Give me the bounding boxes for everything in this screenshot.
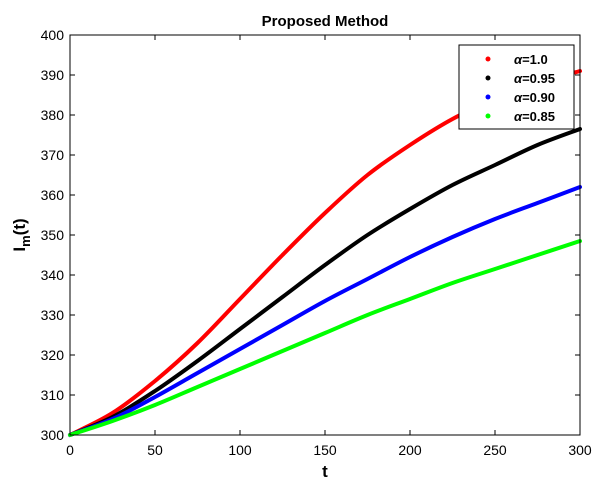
y-axis-label-main: I [10,247,29,252]
y-tick-label: 390 [41,67,65,83]
x-axis: 0 50 100 150 200 250 300 [66,35,592,458]
legend: α=1.0α=0.95α=0.90α=0.85 [458,44,575,130]
legend-value: =1.0 [522,52,548,67]
legend-symbol: α [514,52,523,67]
x-tick-label: 0 [66,442,74,458]
series-line-1 [68,127,582,437]
y-tick-label: 380 [41,107,65,123]
x-axis-label: t [322,462,328,481]
y-tick-label: 350 [41,227,65,243]
y-tick-label: 320 [41,347,65,363]
y-tick-label: 360 [41,187,65,203]
legend-symbol: α [514,71,523,86]
y-axis-label: Im(t) [10,218,33,251]
legend-marker-0 [485,56,491,62]
legend-value: =0.95 [522,71,555,86]
legend-label-1: α=0.95 [514,71,555,86]
x-tick-label: 200 [398,442,422,458]
legend-value: =0.85 [522,109,555,124]
x-tick-label: 250 [483,442,507,458]
y-tick-label: 300 [41,427,65,443]
series-line-3 [68,239,582,437]
legend-label-0: α=1.0 [514,52,548,67]
y-tick-label: 370 [41,147,65,163]
legend-box [458,44,575,130]
legend-label-3: α=0.85 [514,109,555,124]
y-axis-label-suffix: (t) [10,218,29,235]
legend-label-2: α=0.90 [514,90,555,105]
legend-marker-2 [485,94,491,100]
y-tick-label: 310 [41,387,65,403]
y-tick-label: 330 [41,307,65,323]
y-tick-label: 340 [41,267,65,283]
legend-marker-1 [485,75,491,81]
y-axis: 300 310 320 330 340 350 360 370 380 390 400 [41,27,580,443]
y-axis-label-sub: m [18,235,33,247]
x-tick-label: 50 [147,442,163,458]
chart-title: Proposed Method [262,13,389,30]
x-tick-label: 100 [228,442,252,458]
legend-symbol: α [514,109,523,124]
legend-value: =0.90 [522,90,555,105]
series-line-2 [68,185,582,437]
legend-symbol: α [514,90,523,105]
x-tick-label: 150 [313,442,337,458]
legend-marker-3 [485,113,491,119]
x-tick-label: 300 [568,442,592,458]
y-tick-label: 400 [41,27,65,43]
